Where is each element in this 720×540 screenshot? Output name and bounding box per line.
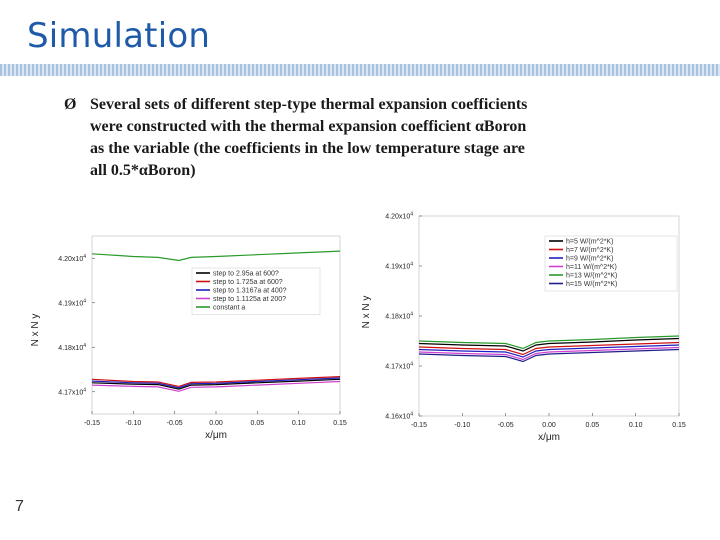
x-tick-label: 0.10 (292, 420, 306, 427)
x-tick-label: 0.15 (672, 422, 686, 429)
series-line (418, 335, 680, 350)
y-tick-mantissa: 4.16x10 (385, 414, 410, 421)
legend-label: step to 1.3167a at 400? (213, 288, 287, 295)
series-line (418, 344, 680, 358)
legend-label: h=9 W/(m^2*K) (566, 256, 613, 263)
series-line (418, 348, 680, 363)
y-tick-label: 4.18x104 (385, 312, 413, 321)
x-tick-label: -0.10 (125, 420, 141, 427)
legend-label: step to 1.1125a at 200? (213, 296, 286, 303)
legend-label: step to 1.725a at 600? (213, 279, 283, 286)
y-tick-label: 4.17x104 (385, 362, 413, 371)
y-tick-mantissa: 4.18x10 (58, 345, 83, 352)
series-line (91, 377, 341, 389)
bullet-line: all 0.5*αBoron) (90, 162, 196, 179)
legend-label: h=13 W/(m^2*K) (566, 273, 617, 280)
bullet-line: were constructed with the thermal expans… (90, 118, 527, 135)
page-number: 7 (15, 498, 24, 515)
x-tick-label: 0.05 (251, 420, 265, 427)
y-tick-exponent: 4 (410, 262, 413, 268)
y-tick-exponent: 4 (410, 312, 413, 318)
legend-box (544, 235, 678, 292)
y-tick-mantissa: 4.19x10 (385, 264, 410, 271)
x-tick-label: 0.10 (629, 422, 643, 429)
y-tick-label: 4.19x104 (58, 298, 86, 307)
y-tick-mantissa: 4.18x10 (385, 314, 410, 321)
y-axis-label: N x N y (361, 296, 372, 329)
x-tick-label: -0.05 (498, 422, 514, 429)
x-tick-label: 0.00 (542, 422, 556, 429)
right-chart: 4.16x1044.17x1044.18x1044.19x1044.20x104… (361, 212, 686, 444)
y-tick-label: 4.20x104 (385, 212, 413, 221)
y-tick-exponent: 4 (83, 298, 86, 304)
y-tick-exponent: 4 (410, 212, 413, 218)
x-tick-label: 0.05 (586, 422, 600, 429)
y-tick-mantissa: 4.19x10 (58, 300, 83, 307)
y-tick-label: 4.16x104 (385, 412, 413, 421)
y-tick-label: 4.18x104 (58, 343, 86, 352)
x-tick-label: -0.10 (454, 422, 470, 429)
x-tick-label: 0.00 (209, 420, 223, 427)
legend-label: step to 2.95a at 600? (213, 271, 279, 278)
y-tick-label: 4.20x104 (58, 254, 86, 263)
y-tick-label: 4.19x104 (385, 262, 413, 271)
series-line (418, 346, 680, 361)
series-line (418, 341, 680, 356)
x-axis-label: x/μm (205, 430, 227, 441)
series-line (91, 250, 341, 262)
legend-label: constant a (213, 305, 245, 312)
y-tick-mantissa: 4.20x10 (385, 214, 410, 221)
y-tick-exponent: 4 (83, 387, 86, 393)
legend-label: h=11 W/(m^2*K) (566, 264, 617, 271)
series-line (91, 376, 341, 388)
bullet-arrow-icon: Ø (64, 96, 77, 113)
legend-label: h=15 W/(m^2*K) (566, 281, 617, 288)
series-line (418, 337, 680, 352)
bullet-line: as the variable (the coefficients in the… (90, 140, 525, 157)
series-line (91, 378, 341, 390)
x-tick-label: -0.05 (167, 420, 183, 427)
y-tick-exponent: 4 (410, 362, 413, 368)
x-axis-label: x/μm (538, 432, 560, 443)
y-tick-mantissa: 4.17x10 (58, 389, 83, 396)
bullet-text: Several sets of different step-type ther… (90, 94, 650, 182)
page-title: Simulation (27, 16, 211, 56)
legend-label: h=5 W/(m^2*K) (566, 239, 613, 246)
series-line (91, 380, 341, 392)
x-tick-label: 0.15 (333, 420, 347, 427)
x-tick-label: -0.15 (84, 420, 100, 427)
title-divider-bar (0, 64, 720, 76)
bullet-line: Several sets of different step-type ther… (90, 96, 528, 113)
y-tick-exponent: 4 (83, 343, 86, 349)
y-tick-mantissa: 4.17x10 (385, 364, 410, 371)
x-tick-label: -0.15 (411, 422, 427, 429)
legend-label: h=7 W/(m^2*K) (566, 247, 613, 254)
y-axis-label: N x N y (30, 314, 41, 347)
legend-box (191, 267, 321, 315)
y-tick-label: 4.17x104 (58, 387, 86, 396)
y-tick-exponent: 4 (83, 254, 86, 260)
y-tick-exponent: 4 (410, 412, 413, 418)
y-tick-mantissa: 4.20x10 (58, 256, 83, 263)
